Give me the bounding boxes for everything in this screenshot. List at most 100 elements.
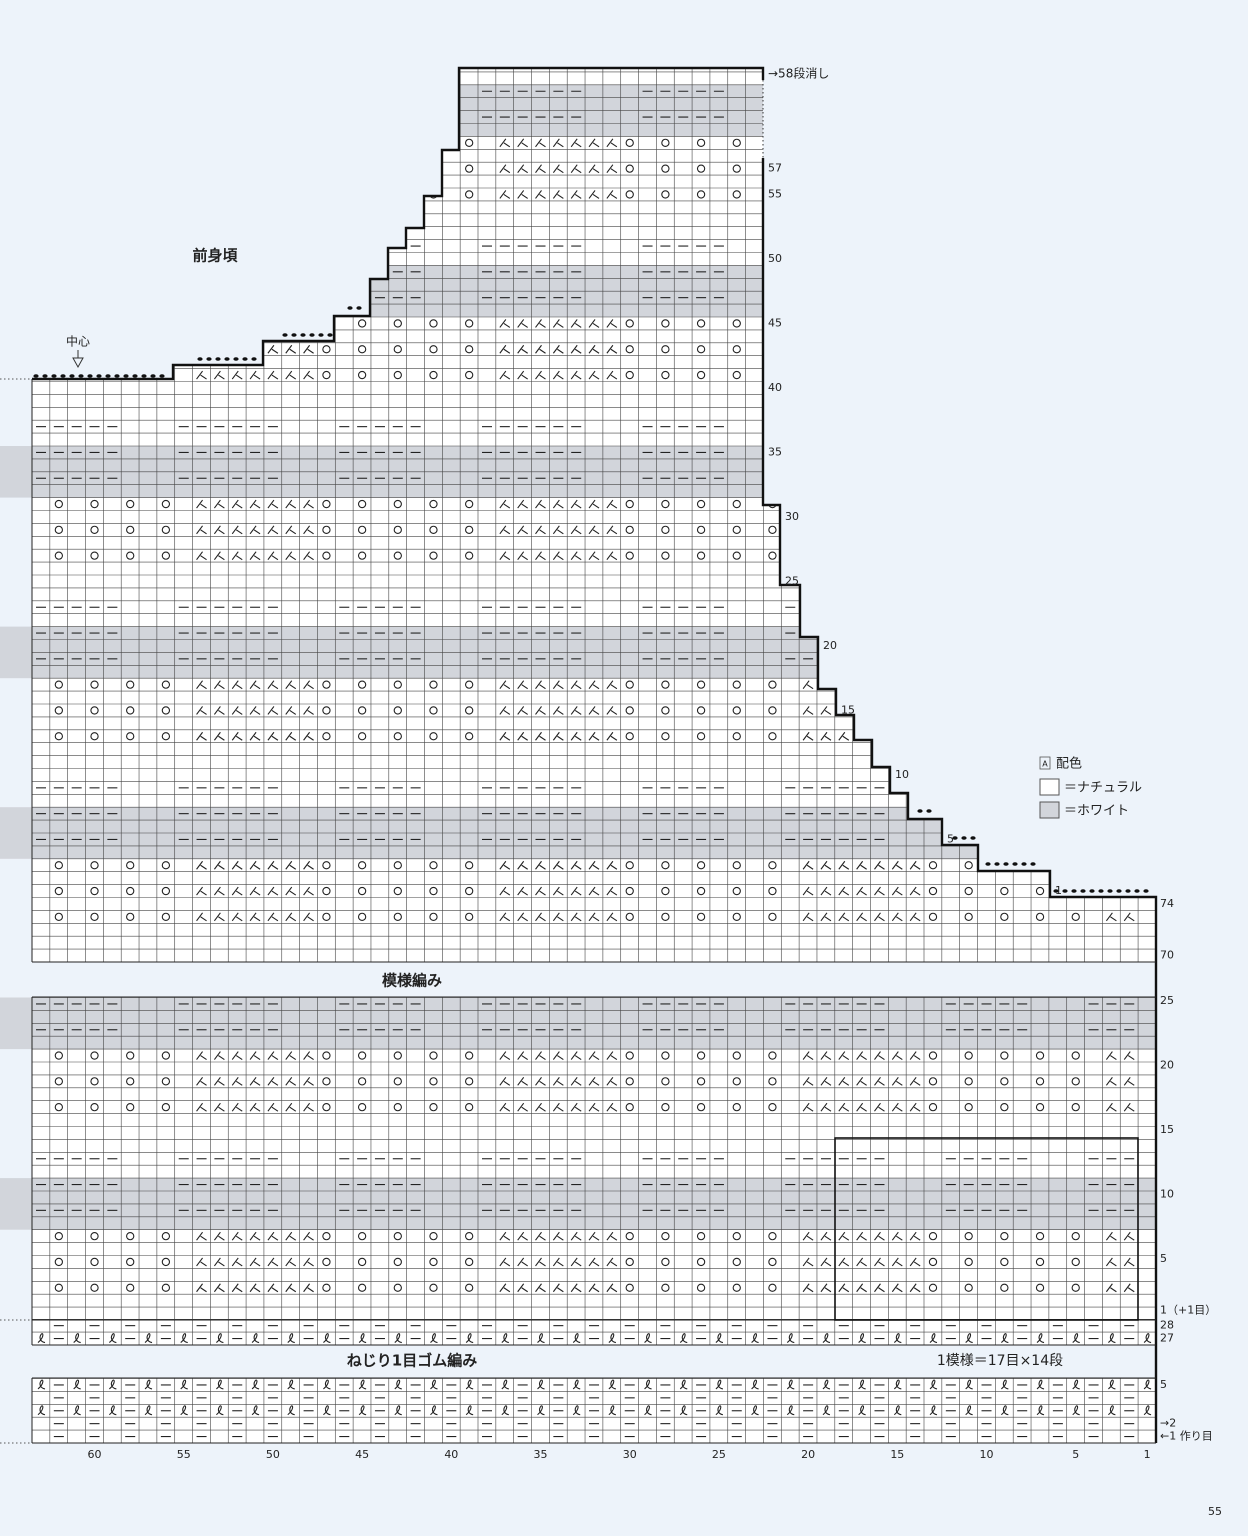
decrease-symbol xyxy=(856,319,867,328)
decrease-symbol xyxy=(909,1051,921,1061)
decrease-symbol xyxy=(891,912,903,922)
decrease-symbol xyxy=(249,319,261,328)
row-number: ←1 作り目 xyxy=(1160,1430,1213,1443)
yo-symbol xyxy=(126,886,135,896)
yo-symbol xyxy=(90,345,99,354)
twist-symbol xyxy=(108,1405,117,1416)
yo-symbol xyxy=(696,861,706,870)
yo-symbol xyxy=(696,190,706,199)
decrease-symbol xyxy=(891,1102,903,1112)
yo-symbol xyxy=(429,1077,438,1086)
twist-symbol xyxy=(180,1379,188,1390)
decrease-symbol xyxy=(285,1051,297,1061)
bind-off-dot xyxy=(1143,889,1149,893)
decrease-symbol xyxy=(499,860,511,870)
pattern-label: 模様編み xyxy=(382,972,442,990)
decrease-symbol xyxy=(891,1077,903,1086)
decrease-symbol xyxy=(1123,1257,1135,1267)
decrease-symbol xyxy=(231,1283,243,1293)
bind-off-dot xyxy=(291,333,297,337)
section-symbols xyxy=(36,1003,1135,1293)
decrease-symbol xyxy=(267,1102,279,1112)
decrease-symbol xyxy=(267,190,279,199)
twist-symbol xyxy=(858,1405,866,1416)
decrease-symbol xyxy=(535,680,546,690)
decrease-symbol xyxy=(909,138,921,148)
decrease-symbol xyxy=(838,1283,850,1293)
decrease-symbol xyxy=(1105,138,1117,148)
yo-symbol xyxy=(1000,1257,1009,1267)
decrease-symbol xyxy=(535,138,546,148)
row-number: 15 xyxy=(841,703,855,716)
yo-symbol xyxy=(928,1077,938,1086)
decrease-symbol xyxy=(856,525,867,535)
decrease-symbol xyxy=(570,1257,582,1267)
yo-symbol xyxy=(90,138,99,147)
twist-symbol xyxy=(1108,1379,1116,1390)
yo-symbol xyxy=(393,190,402,199)
yo-symbol xyxy=(161,525,171,534)
yo-symbol xyxy=(393,1283,402,1292)
yo-symbol xyxy=(393,138,402,147)
yo-symbol xyxy=(161,1283,171,1292)
decrease-symbol xyxy=(517,1257,528,1267)
twist-symbol xyxy=(679,1379,688,1390)
yo-symbol xyxy=(357,345,367,354)
decrease-symbol xyxy=(820,164,832,174)
decrease-symbol xyxy=(891,164,903,174)
yo-symbol xyxy=(126,319,135,328)
twist-symbol xyxy=(1072,1333,1080,1344)
yo-symbol xyxy=(964,525,973,534)
yo-symbol xyxy=(357,1077,367,1086)
bind-off-dot xyxy=(356,306,362,310)
decrease-symbol xyxy=(588,860,600,870)
legend-marker-box xyxy=(1039,756,1051,770)
yo-symbol xyxy=(161,499,171,509)
yo-symbol xyxy=(1035,706,1045,715)
decrease-symbol xyxy=(856,1283,867,1293)
decrease-symbol xyxy=(874,680,885,690)
yo-symbol xyxy=(625,190,634,199)
yo-symbol xyxy=(357,680,367,689)
yo-symbol xyxy=(393,1077,402,1086)
shaded-margin xyxy=(0,446,32,498)
decrease-symbol xyxy=(499,1051,511,1061)
decrease-symbol xyxy=(874,860,885,870)
bind-off-dot xyxy=(1012,862,1018,866)
decrease-symbol xyxy=(874,344,885,354)
decrease-symbol xyxy=(213,344,225,354)
page-number: 55 xyxy=(1208,1505,1222,1518)
decrease-symbol xyxy=(499,525,511,535)
yo-symbol xyxy=(661,732,670,741)
decrease-symbol xyxy=(588,344,600,354)
yo-symbol xyxy=(126,551,135,560)
yo-symbol xyxy=(1000,345,1009,354)
row-number: 5 xyxy=(1160,1252,1167,1265)
decrease-symbol xyxy=(838,319,850,328)
decrease-symbol xyxy=(196,886,207,896)
yo-symbol xyxy=(126,680,135,689)
decrease-symbol xyxy=(838,551,850,561)
yo-symbol xyxy=(429,912,438,921)
yo-symbol xyxy=(465,1283,474,1292)
yo-symbol xyxy=(54,1257,63,1267)
yo-symbol xyxy=(1000,1051,1009,1060)
decrease-symbol xyxy=(820,1102,832,1112)
yo-symbol xyxy=(126,1232,135,1241)
bind-off-dot xyxy=(1062,889,1068,893)
decrease-symbol xyxy=(1105,344,1117,354)
yo-symbol xyxy=(393,1051,402,1060)
yo-symbol xyxy=(357,164,367,173)
decrease-symbol xyxy=(1123,138,1135,148)
yo-symbol xyxy=(90,551,99,560)
decrease-symbol xyxy=(838,1051,850,1061)
yo-symbol xyxy=(90,499,99,509)
decrease-symbol xyxy=(499,1283,511,1293)
stitch-number: 25 xyxy=(712,1448,726,1461)
decrease-symbol xyxy=(231,525,243,535)
decrease-symbol xyxy=(802,860,814,870)
yo-symbol xyxy=(322,912,331,921)
yo-symbol xyxy=(54,138,63,147)
decrease-symbol xyxy=(891,344,903,354)
decrease-symbol xyxy=(838,731,850,741)
